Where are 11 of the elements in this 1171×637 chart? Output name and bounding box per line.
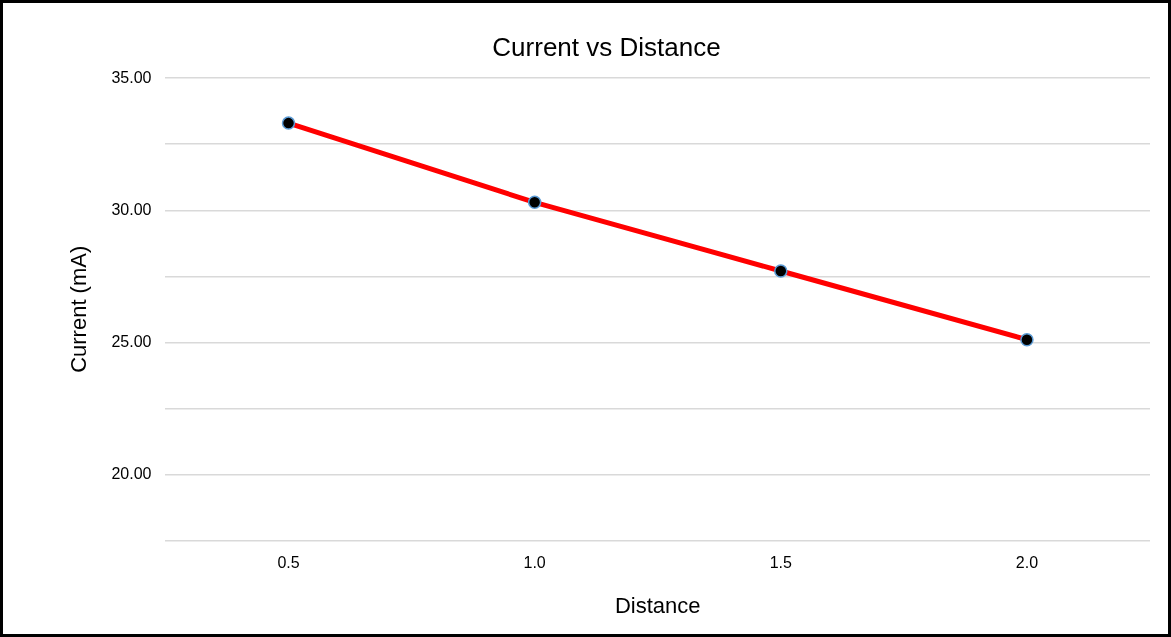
x-axis-title: Distance: [614, 592, 701, 618]
x-tick-label: 1.0: [523, 554, 546, 572]
y-tick-label: 25.00: [111, 332, 152, 350]
x-tick-label: 2.0: [1015, 554, 1039, 572]
y-tick-label: 20.00: [111, 464, 152, 482]
y-axis-title: Current (mA): [66, 245, 92, 373]
y-tick-label: 35.00: [111, 68, 152, 86]
y-tick-label: 30.00: [111, 200, 152, 218]
x-tick-label: 1.5: [769, 554, 793, 572]
chart-title: Current vs Distance: [492, 31, 721, 62]
x-tick-label: 0.5: [277, 554, 300, 572]
